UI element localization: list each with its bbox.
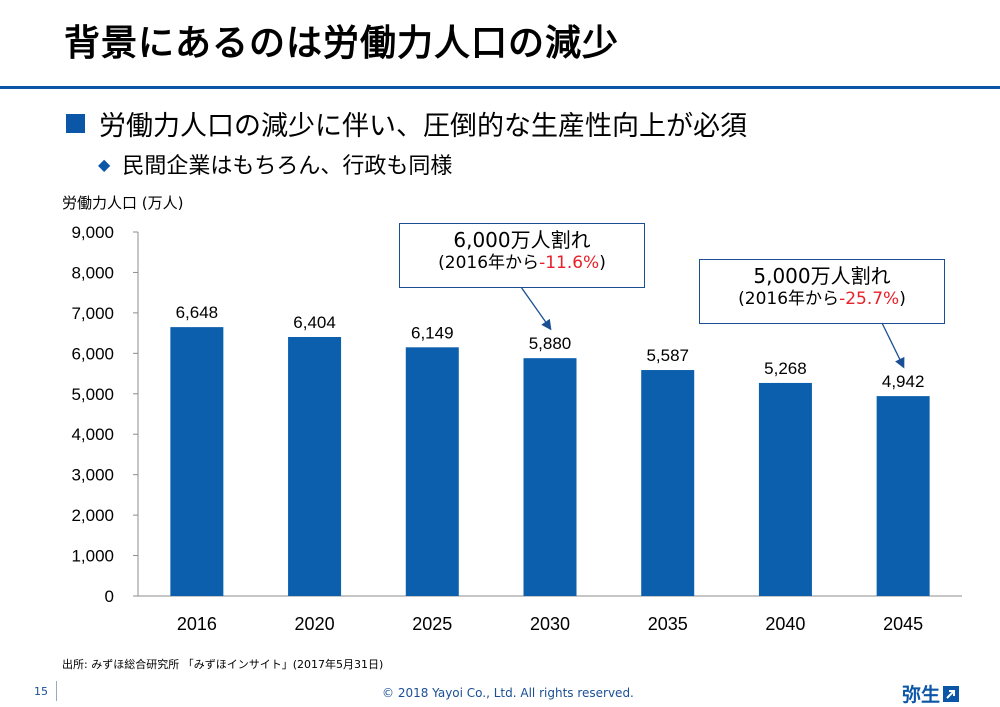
data-label-2045: 4,942 [882,372,925,391]
page-number: 15 [34,685,48,698]
bar-2035 [641,370,695,596]
x-tick-label-2016: 2016 [177,614,217,634]
bullet-level2: ◆ 民間企業はもちろん、行政も同様 [98,148,452,180]
bar-2025 [405,347,459,596]
y-tick-label: 6,000 [71,344,114,363]
callout-arrow-2030 [520,286,552,331]
data-label-2035: 5,587 [646,346,689,365]
bullet-level1: 労働力人口の減少に伴い、圧倒的な生産性向上が必須 [66,104,747,143]
y-tick-label: 0 [105,587,114,606]
callout-arrow-2045 [881,322,905,369]
bar-2030 [523,358,577,596]
x-tick-label-2030: 2030 [530,614,570,634]
data-label-2020: 6,404 [293,313,336,332]
bar-2016 [170,327,224,596]
footer-divider [56,681,57,701]
x-tick-label-2045: 2045 [883,614,923,634]
logo-text: 弥生 [902,684,941,706]
y-tick-label: 3,000 [71,466,114,485]
y-tick-label: 8,000 [71,263,114,282]
y-tick-label: 9,000 [71,223,114,242]
arrow-box-icon [943,685,960,702]
callout-5000-detail: (2016年から-25.7%) [738,289,906,309]
bullet-level1-text: 労働力人口の減少に伴い、圧倒的な生産性向上が必須 [99,111,747,142]
data-label-2030: 5,880 [529,334,572,353]
y-tick-label: 1,000 [71,547,114,566]
square-bullet-icon [66,114,85,133]
x-tick-label-2035: 2035 [648,614,688,634]
x-tick-label-2020: 2020 [295,614,335,634]
bar-2020 [288,336,342,596]
data-label-2016: 6,648 [176,303,219,322]
bullet-level2-text: 民間企業はもちろん、行政も同様 [122,154,453,179]
y-tick-label: 5,000 [71,385,114,404]
data-label-2040: 5,268 [764,359,807,378]
x-tick-label-2040: 2040 [765,614,805,634]
x-tick-label-2025: 2025 [412,614,452,634]
bar-2040 [758,382,812,596]
callout-5000: 5,000万人割れ (2016年から-25.7%) [699,259,945,324]
y-axis-label: 労働力人口 (万人) [62,194,184,212]
callout-6000-detail: (2016年から-11.6%) [438,253,606,273]
copyright: © 2018 Yayoi Co., Ltd. All rights reserv… [382,686,634,700]
callout-6000: 6,000万人割れ (2016年から-11.6%) [399,223,645,288]
title-divider [0,86,1000,89]
data-label-2025: 6,149 [411,323,454,342]
yayoi-logo: 弥生 [902,680,960,707]
y-tick-label: 7,000 [71,304,114,323]
callout-5000-title: 5,000万人割れ [753,264,891,288]
callout-6000-title: 6,000万人割れ [453,228,591,252]
page-title: 背景にあるのは労働力人口の減少 [64,23,620,64]
bar-2045 [876,396,930,596]
y-tick-label: 4,000 [71,425,114,444]
diamond-bullet-icon: ◆ [98,154,111,174]
y-tick-label: 2,000 [71,506,114,525]
source-note: 出所: みずほ総合研究所 「みずほインサイト」(2017年5月31日) [62,658,384,671]
